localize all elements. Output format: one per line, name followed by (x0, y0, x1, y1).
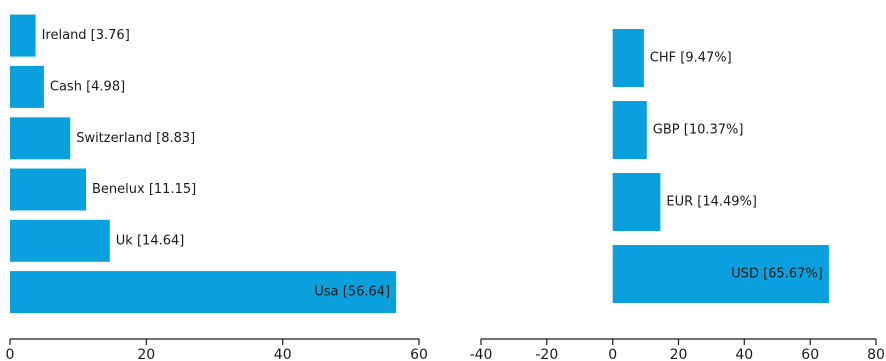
right-bar-gbp (612, 101, 647, 159)
left-bar-benelux (10, 168, 86, 211)
left-bar-cash (10, 65, 44, 108)
right-x-tick-label: 40 (735, 347, 753, 361)
left-bar-ireland (10, 14, 36, 57)
left-data-label-usa: Usa [56.64] (314, 285, 390, 300)
right-bar-chf (612, 29, 644, 87)
left-bar-uk (10, 219, 110, 262)
right-x-tick-label: -20 (535, 347, 558, 361)
right-data-label-gbp: GBP [10.37%] (653, 123, 744, 138)
left-bar-chart: Ireland [3.76] Cash [4.98] Switzerland [8.… (6, 14, 428, 361)
left-bar-usa (10, 271, 397, 314)
left-x-tick-label: 20 (137, 347, 155, 361)
left-bar-switzerland (10, 117, 71, 160)
left-x-tick-label: 40 (274, 347, 292, 361)
right-bar-eur (612, 173, 661, 231)
right-x-tick-label: 80 (867, 347, 885, 361)
right-bar-chart: CHF [9.47%] GBP [10.37%] EUR [14.49%] USD [… (470, 29, 885, 361)
left-data-label-cash: Cash [4.98] (50, 79, 125, 94)
right-data-label-usd: USD [65.67%] (731, 267, 823, 282)
left-x-tick-label: 0 (6, 347, 15, 361)
left-data-label-benelux: Benelux [11.15] (92, 182, 196, 197)
right-data-label-eur: EUR [14.49%] (666, 195, 757, 210)
left-data-label-uk: Uk [14.64] (116, 233, 185, 248)
right-bar-usd (612, 245, 829, 303)
right-x-tick-label: 0 (608, 347, 617, 361)
right-x-tick-label: -40 (470, 347, 493, 361)
left-data-label-switzerland: Switzerland [8.83] (76, 131, 195, 146)
right-x-tick-label: 60 (801, 347, 819, 361)
left-x-tick-label: 60 (410, 347, 428, 361)
right-x-tick-label: 20 (670, 347, 688, 361)
left-data-label-ireland: Ireland [3.76] (42, 28, 130, 43)
right-data-label-chf: CHF [9.47%] (650, 51, 732, 66)
